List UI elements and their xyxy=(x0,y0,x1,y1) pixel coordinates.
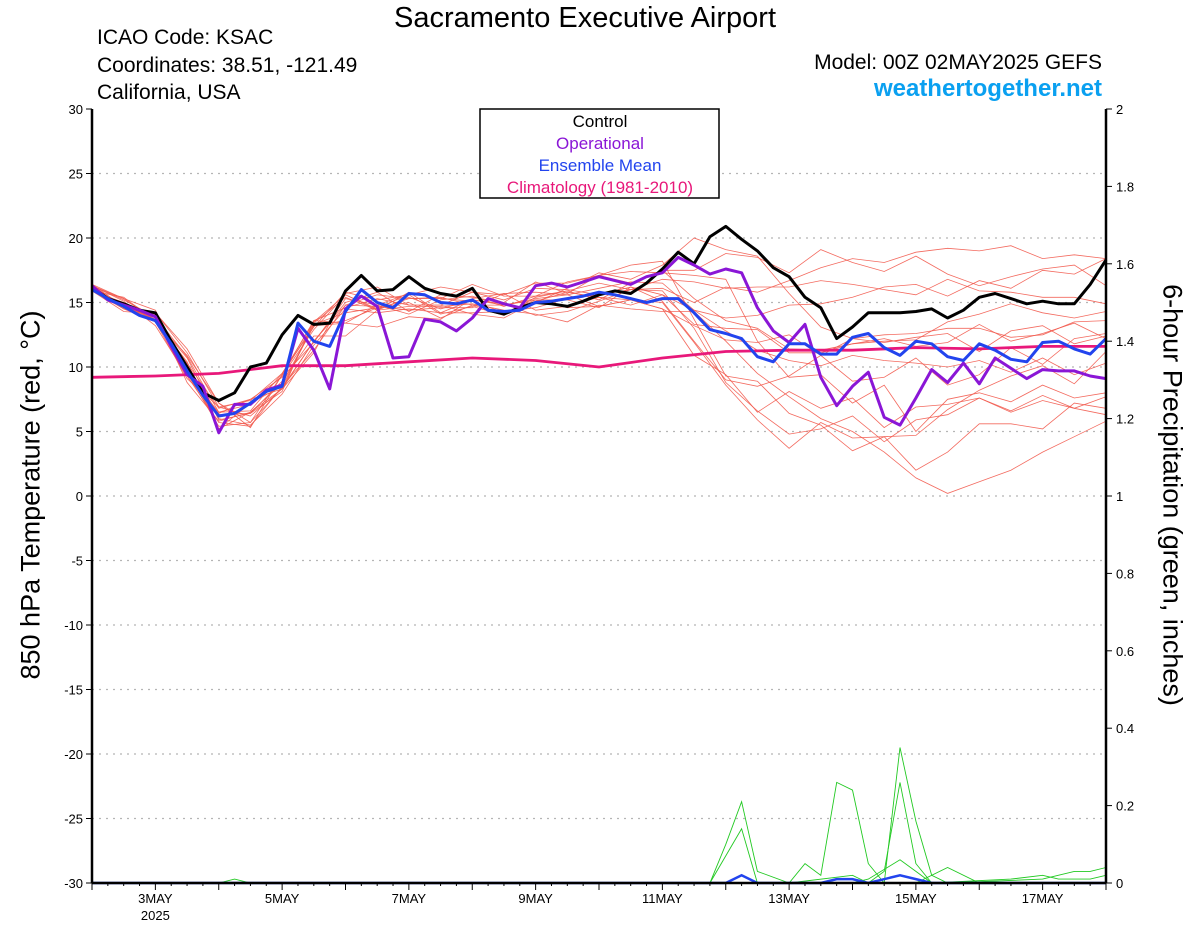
y-tick-label-right: 0 xyxy=(1116,876,1123,891)
y-tick-label-right: 1 xyxy=(1116,489,1123,504)
y-tick-label-right: 0.6 xyxy=(1116,644,1134,659)
ensemble-member-line xyxy=(91,287,1107,494)
legend-entry-climatology: Climatology (1981-2010) xyxy=(507,178,693,197)
y-tick-label-right: 0.2 xyxy=(1116,799,1134,814)
ensemble-member-line xyxy=(91,278,1107,429)
precip-member-line xyxy=(92,781,1106,884)
precip-member-line xyxy=(92,747,1107,884)
y-tick-label-left: -30 xyxy=(64,876,83,891)
grid-lines xyxy=(92,172,1106,820)
legend-box xyxy=(479,108,720,199)
x-tick-label: 3MAY xyxy=(138,891,173,906)
icao-code: ICAO Code: KSAC xyxy=(97,26,274,49)
y-tick-label-left: 20 xyxy=(69,231,83,246)
x-tick-sublabel: 2025 xyxy=(141,908,170,923)
legend-entry-control: Control xyxy=(573,112,628,131)
ensemble-member-line xyxy=(91,245,1107,426)
precip-member-line xyxy=(92,859,1107,884)
model-run: Model: 00Z 02MAY2025 GEFS xyxy=(814,51,1102,74)
y-tick-label-left: -5 xyxy=(71,554,83,569)
y-tick-label-right: 0.4 xyxy=(1116,721,1134,736)
x-tick-label: 11MAY xyxy=(642,891,683,906)
y-tick-label-left: 25 xyxy=(69,167,83,182)
precip-members xyxy=(92,747,1107,884)
precip-mean-line xyxy=(92,873,1106,885)
y-tick-label-right: 1.4 xyxy=(1116,334,1134,349)
y-tick-label-left: -20 xyxy=(64,747,83,762)
chart-title: Sacramento Executive Airport xyxy=(393,2,776,34)
ensemble-member-line xyxy=(91,258,1107,408)
x-tick-label: 5MAY xyxy=(265,891,300,906)
x-tick-label: 17MAY xyxy=(1022,891,1064,906)
legend-entry-ensemble-mean: Ensemble Mean xyxy=(539,156,662,175)
ensemble-member-line xyxy=(91,285,1107,430)
y-tick-label-left: 5 xyxy=(76,425,83,440)
series-line-control xyxy=(91,224,1108,402)
coordinates: Coordinates: 38.51, -121.49 xyxy=(97,54,358,77)
x-tick-label: 7MAY xyxy=(392,891,427,906)
legend: Control Operational Ensemble Mean Climatolo… xyxy=(479,108,720,199)
y-tick-label-right: 1.2 xyxy=(1116,412,1134,427)
y-tick-label-left: 15 xyxy=(69,296,83,311)
y-tick-label-left: 30 xyxy=(69,102,83,117)
y-tick-label-left: -15 xyxy=(64,683,83,698)
ensemble-member-line xyxy=(91,281,1107,421)
y-tick-label-left: 10 xyxy=(69,360,83,375)
y-tick-label-left: -25 xyxy=(64,812,83,827)
precip-member-line xyxy=(92,782,1106,884)
region: California, USA xyxy=(97,81,241,104)
y-tick-label-right: 2 xyxy=(1116,102,1123,117)
x-tick-label: 13MAY xyxy=(768,891,810,906)
y-tick-label-right: 1.8 xyxy=(1116,179,1134,194)
legend-entry-operational: Operational xyxy=(556,134,644,153)
ensemble-member-line xyxy=(91,237,1107,413)
y-tick-label-right: 0.8 xyxy=(1116,566,1134,581)
y-tick-label-left: 0 xyxy=(76,489,83,504)
site-link[interactable]: weathertogether.net xyxy=(873,75,1102,102)
series-line-ensemble-mean xyxy=(91,288,1108,418)
y-tick-label-left: -10 xyxy=(64,618,83,633)
y-tick-label-right: 1.6 xyxy=(1116,257,1134,272)
x-tick-label: 15MAY xyxy=(895,891,937,906)
ensemble-member-line xyxy=(91,290,1107,430)
ensemble-member-line xyxy=(91,269,1107,427)
x-tick-label: 9MAY xyxy=(518,891,553,906)
